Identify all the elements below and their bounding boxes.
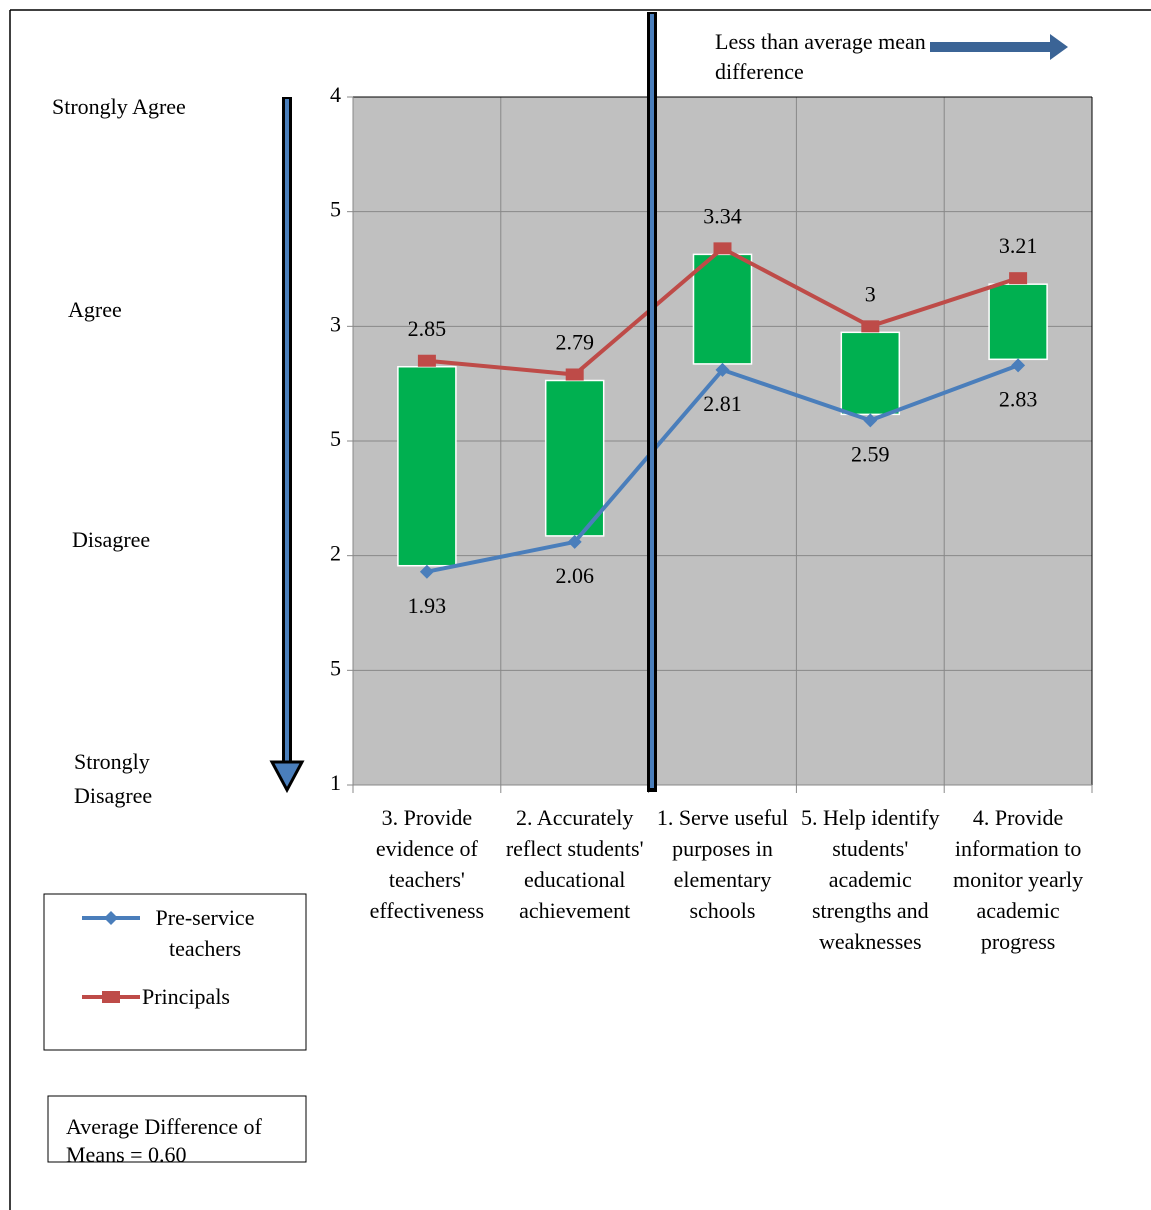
x-tick-label: 3. Provide evidence of teachers' effecti… bbox=[369, 805, 485, 923]
y-tick-label: 5 bbox=[330, 197, 341, 222]
note-arrow bbox=[930, 34, 1068, 60]
note-box bbox=[47, 1095, 307, 1163]
marker bbox=[863, 413, 878, 428]
y-tick-label: 5 bbox=[330, 426, 341, 451]
high-low-bar bbox=[988, 283, 1048, 361]
marker bbox=[419, 564, 434, 579]
high-low-bar bbox=[692, 253, 753, 365]
data-label: 2.59 bbox=[851, 441, 890, 466]
data-label: 3.21 bbox=[999, 233, 1038, 258]
high-low-bar bbox=[840, 331, 901, 416]
scale-arrowhead bbox=[269, 760, 305, 794]
data-label: 1.93 bbox=[408, 593, 447, 618]
legend-marker bbox=[102, 991, 120, 1003]
marker bbox=[1011, 358, 1026, 373]
y-tick-label: 3 bbox=[330, 311, 341, 336]
marker bbox=[715, 362, 730, 377]
legend-label: Pre-service teachers bbox=[155, 905, 255, 961]
annotation: Average Difference of Means = 0.60 bbox=[66, 1114, 262, 1167]
legend-label: Principals bbox=[142, 984, 230, 1009]
marker bbox=[417, 354, 436, 367]
y-tick-label: 4 bbox=[330, 82, 341, 107]
high-low-bar bbox=[397, 365, 457, 567]
data-label: 3 bbox=[865, 281, 876, 306]
data-label: 3.34 bbox=[703, 203, 742, 228]
data-label: 2.85 bbox=[408, 316, 447, 341]
scale-label: Agree bbox=[68, 297, 122, 322]
legend-marker bbox=[104, 911, 118, 925]
scale-label: Strongly Agree bbox=[52, 94, 186, 119]
x-tick-label: 4. Provide information to monitor yearly… bbox=[953, 805, 1084, 954]
y-tick-label: 1 bbox=[330, 770, 341, 795]
marker bbox=[861, 320, 880, 333]
x-tick-label: 1. Serve useful purposes in elementary s… bbox=[656, 805, 789, 923]
y-tick-label: 5 bbox=[330, 655, 341, 680]
scale-label: Strongly Disagree bbox=[74, 749, 153, 808]
y-tick-label: 2 bbox=[330, 541, 341, 566]
data-label: 2.79 bbox=[555, 330, 594, 355]
data-label: 2.06 bbox=[555, 563, 594, 588]
data-label: 2.83 bbox=[999, 386, 1038, 411]
x-tick-label: 2. Accurately reflect students' educatio… bbox=[505, 805, 644, 923]
marker bbox=[1009, 272, 1028, 285]
scale-label: Disagree bbox=[72, 527, 151, 552]
marker bbox=[713, 242, 732, 255]
marker bbox=[567, 534, 582, 549]
annotation: Less than average mean difference bbox=[715, 29, 926, 84]
marker bbox=[565, 368, 584, 381]
x-tick-label: 5. Help identify students' academic stre… bbox=[800, 805, 940, 954]
high-low-bar bbox=[544, 379, 605, 537]
data-label: 2.81 bbox=[703, 391, 742, 416]
